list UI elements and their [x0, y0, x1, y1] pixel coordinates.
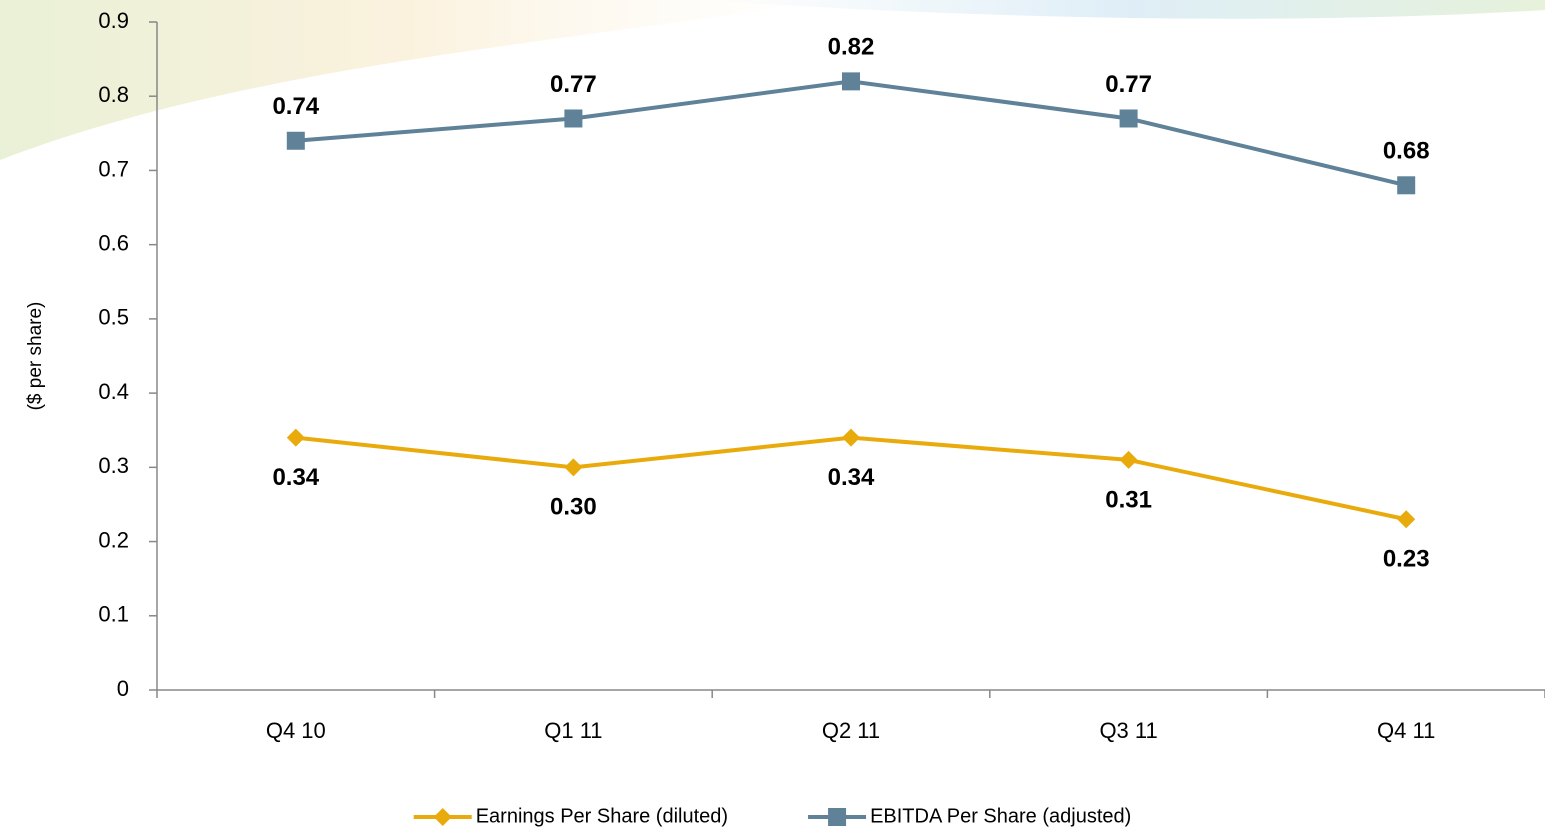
- y-tick-label: 0.1: [98, 602, 129, 627]
- data-label: 0.77: [550, 71, 597, 98]
- legend-marker: [828, 808, 847, 826]
- y-tick-label: 0.3: [98, 453, 129, 478]
- legend-label: EBITDA Per Share (adjusted): [870, 805, 1131, 827]
- background-decoration: [700, 0, 1545, 19]
- data-label: 0.82: [828, 34, 875, 61]
- marker: [1397, 176, 1416, 195]
- data-label: 0.77: [1105, 71, 1152, 98]
- marker: [564, 109, 583, 128]
- y-tick-label: 0: [117, 676, 129, 701]
- data-label: 0.34: [828, 464, 875, 491]
- x-tick-label: Q4 10: [266, 718, 326, 743]
- x-tick-label: Q2 11: [822, 718, 880, 743]
- y-tick-label: 0.5: [98, 305, 129, 330]
- background-decoration: [0, 0, 820, 160]
- x-tick-label: Q1 11: [544, 718, 602, 743]
- marker: [842, 428, 860, 447]
- y-tick-label: 0.2: [98, 527, 129, 552]
- data-label: 0.34: [272, 464, 319, 491]
- series-line: [295, 79, 1407, 188]
- y-tick-label: 0.4: [98, 379, 129, 404]
- marker: [286, 131, 305, 150]
- y-axis-label: ($ per share): [25, 302, 46, 411]
- marker: [842, 72, 860, 91]
- marker: [286, 428, 305, 447]
- y-tick-label: 0.8: [98, 82, 129, 107]
- marker: [1119, 450, 1138, 469]
- x-tick-label: Q4 11: [1377, 718, 1435, 743]
- data-label: 0.74: [272, 93, 319, 120]
- data-label: 0.30: [550, 494, 597, 521]
- marker: [564, 458, 583, 477]
- x-tick-label: Q3 11: [1099, 718, 1157, 743]
- data-label: 0.23: [1383, 546, 1430, 573]
- marker: [1119, 109, 1138, 128]
- marker: [1397, 510, 1416, 529]
- y-tick-label: 0.6: [98, 230, 129, 255]
- data-label: 0.31: [1105, 486, 1152, 513]
- data-label: 0.68: [1383, 138, 1430, 165]
- y-tick-label: 0.9: [98, 8, 129, 33]
- legend-label: Earnings Per Share (diluted): [476, 805, 728, 827]
- legend-marker: [433, 808, 452, 826]
- y-tick-label: 0.7: [98, 156, 129, 181]
